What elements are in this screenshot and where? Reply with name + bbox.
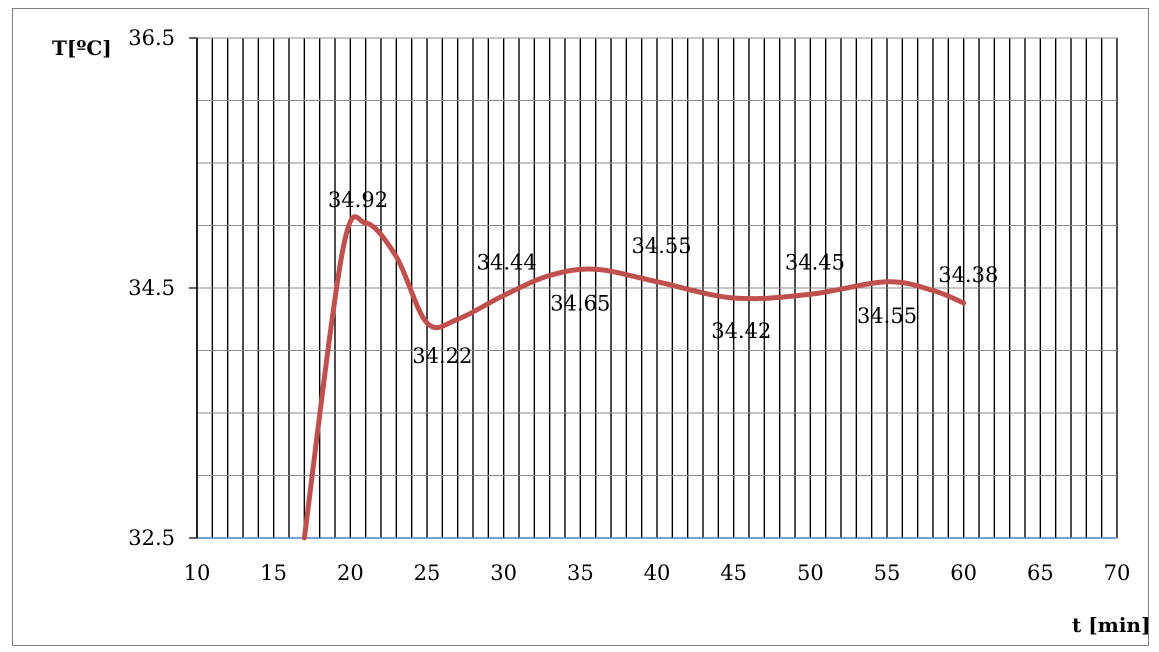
x-tick-label: 30 [490,561,517,585]
data-labels: 34.92 34.22 34.44 34.65 34.55 34.42 34.45 34.55… [328,188,998,368]
data-label: 34.55 [857,304,917,328]
data-label: 34.22 [412,344,472,368]
x-tick-label: 60 [950,561,977,585]
x-tick-label: 70 [1104,561,1131,585]
x-tick-label: 40 [644,561,671,585]
axes [189,37,1117,539]
x-tick-label: 35 [567,561,594,585]
tick-labels: 10 15 20 25 30 35 40 45 50 55 60 65 70 32.5 34.5 36.5 [128,26,1130,585]
y-tick-label: 36.5 [128,26,175,50]
x-tick-label: 10 [184,561,211,585]
y-axis-title: T[ºC] [52,36,112,60]
x-tick-label: 55 [874,561,901,585]
data-label: 34.45 [785,250,845,274]
data-label: 34.38 [938,263,998,287]
data-label: 34.44 [477,250,537,274]
x-axis-title: t [min] [1072,613,1150,637]
x-tick-label: 45 [720,561,747,585]
x-tick-label: 50 [797,561,824,585]
data-label: 34.55 [632,234,692,258]
data-label: 34.42 [711,319,771,343]
data-label: 34.92 [328,188,388,212]
series-line-temperature [301,214,967,541]
x-tick-label: 65 [1027,561,1054,585]
y-tick-label: 32.5 [128,526,175,550]
x-tick-label: 20 [337,561,364,585]
x-tick-label: 15 [260,561,287,585]
y-tick-label: 34.5 [128,276,175,300]
x-tick-label: 25 [414,561,441,585]
data-label: 34.65 [550,292,610,316]
